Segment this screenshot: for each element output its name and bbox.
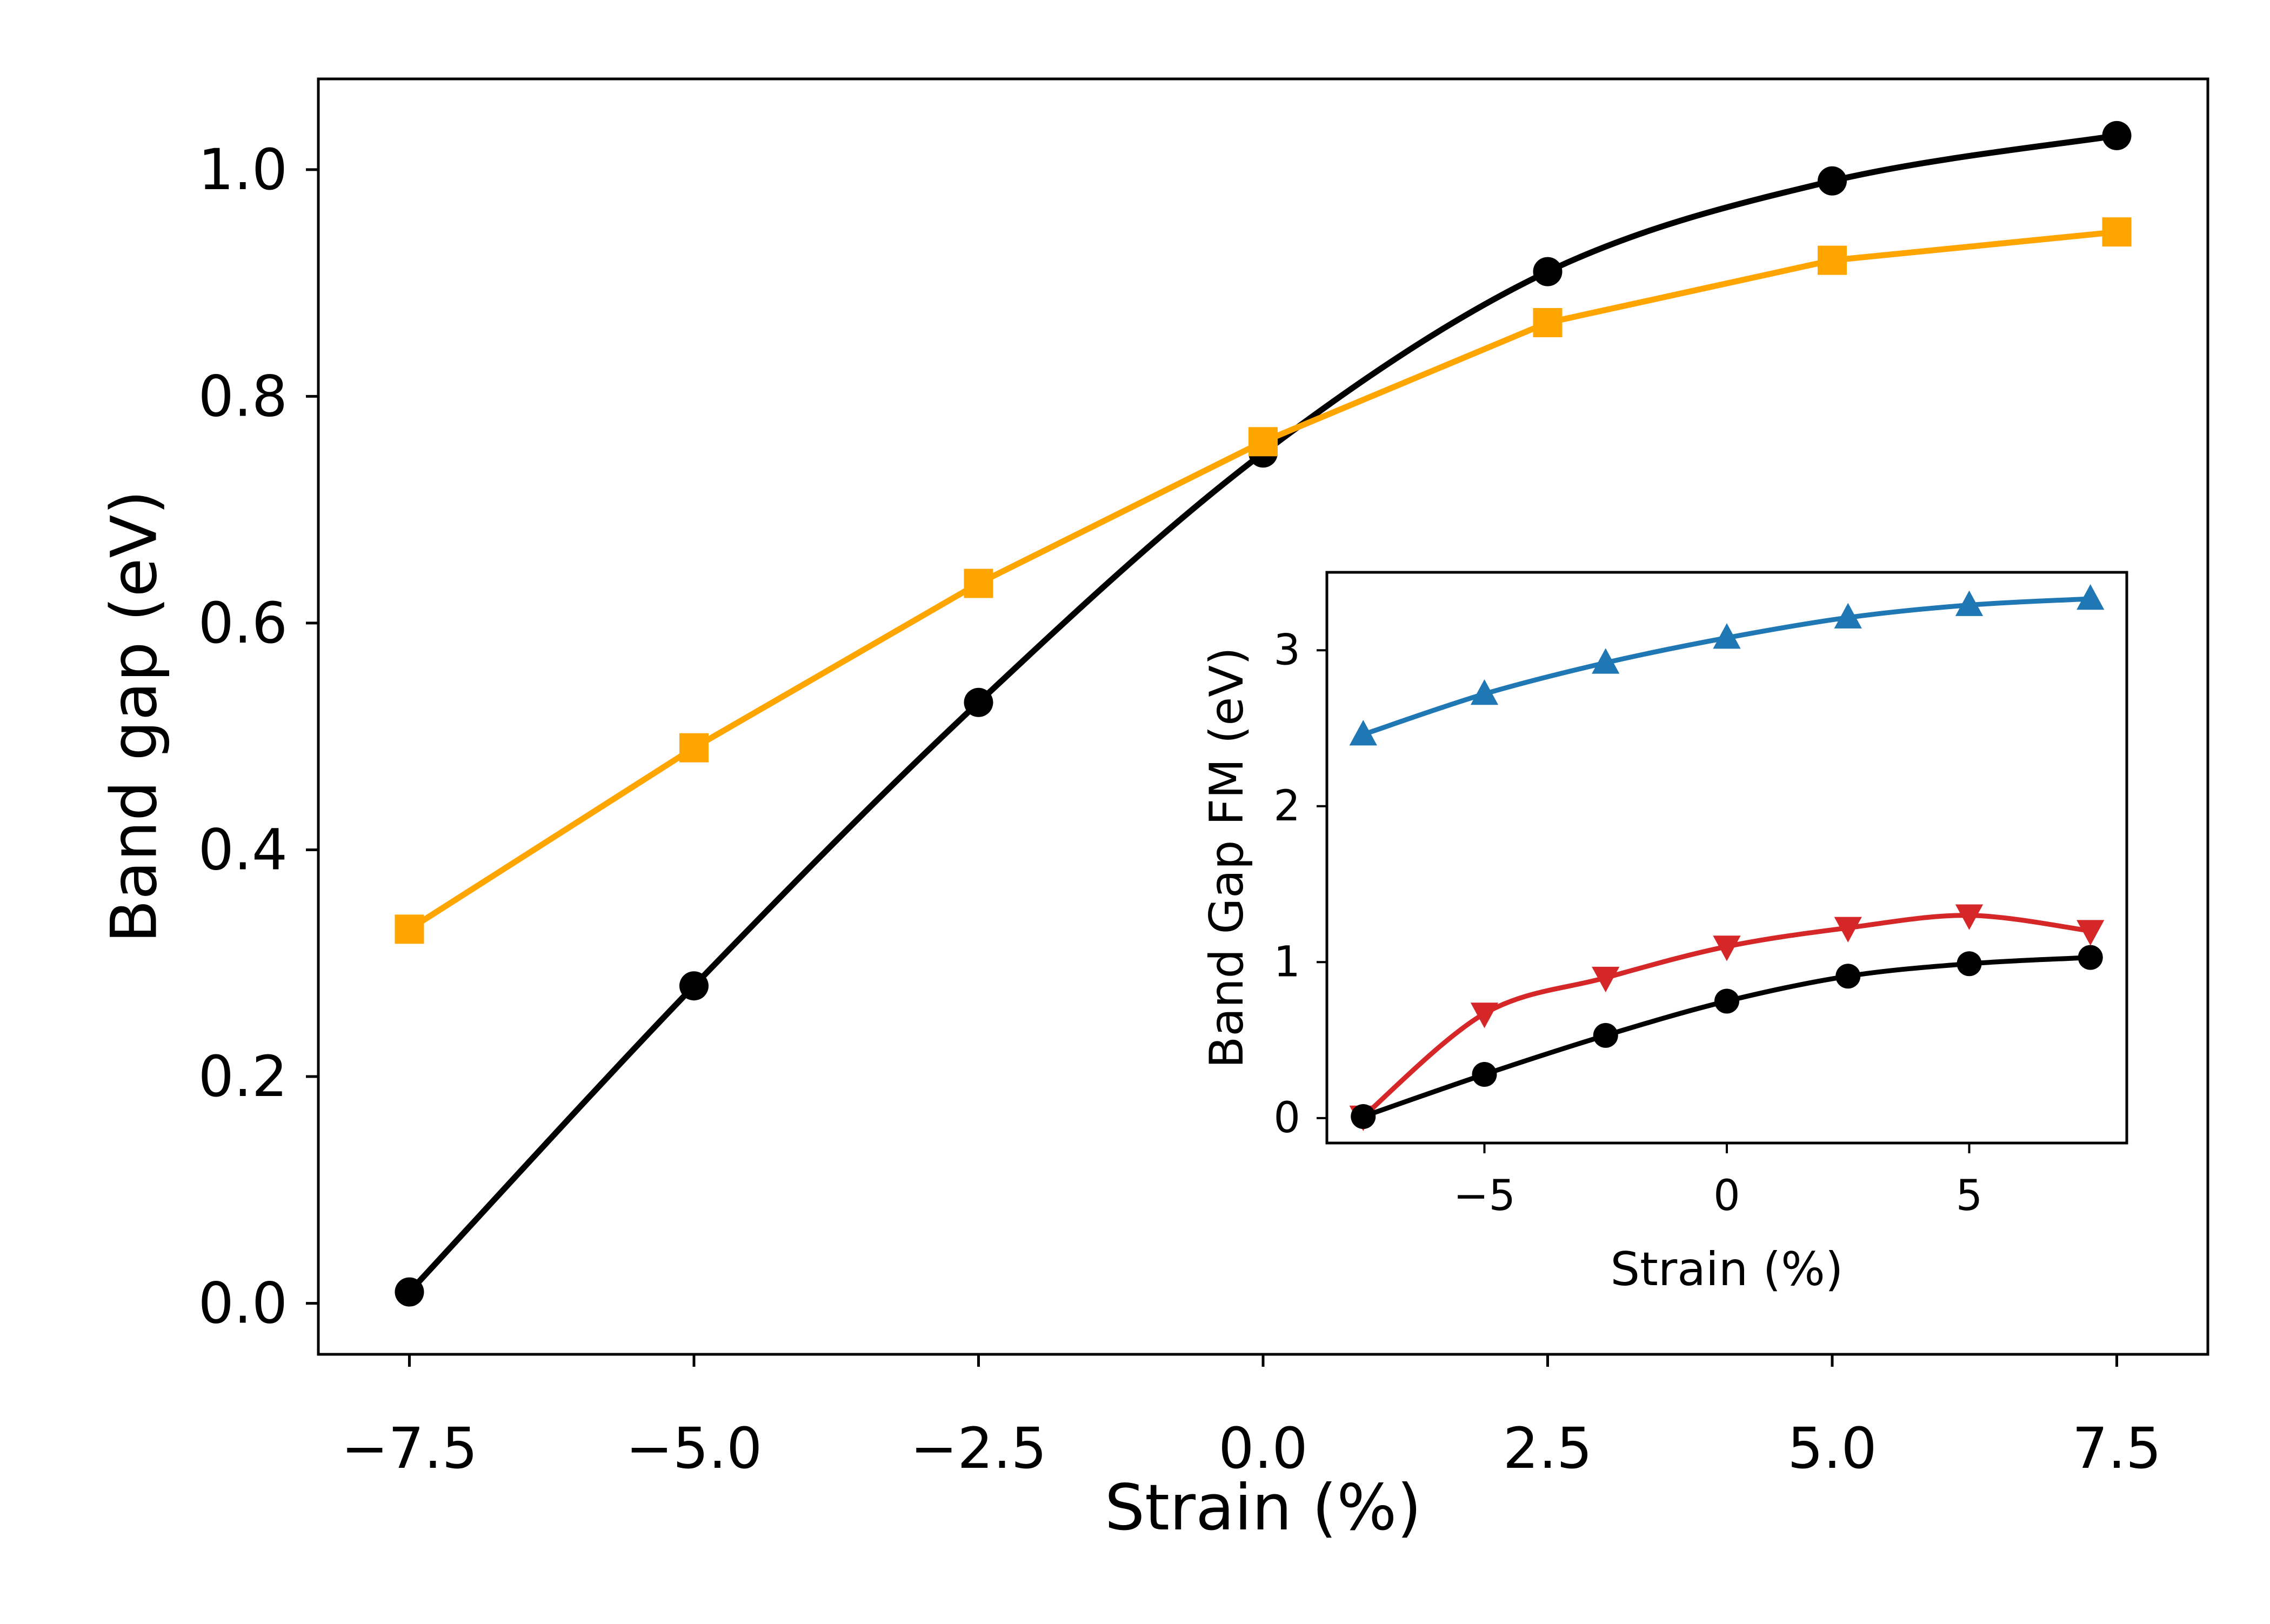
main-data-point (1533, 257, 1563, 286)
main-data-point (2102, 217, 2132, 247)
main-data-point (679, 733, 709, 763)
inset-x-axis-label: Strain (%) (1611, 1242, 1844, 1296)
main-y-tick-label: 0.6 (198, 590, 288, 656)
inset-y-axis-label: Band Gap FM (eV) (1200, 647, 1254, 1068)
inset-data-point (1592, 648, 1620, 674)
inset-plot-panel: −5 0 5 0 1 2 3 Strain (%) Band Gap FM (eV) (1200, 571, 2128, 1296)
inset-axes-background (1327, 572, 2127, 1143)
inset-series-circle (1351, 945, 2103, 1129)
inset-data-point (1351, 1104, 1376, 1129)
inset-x-tick-label: 5 (1956, 1172, 1983, 1220)
main-y-tick-label: 0.4 (198, 817, 288, 883)
main-data-point (2102, 121, 2132, 150)
inset-data-point (1957, 951, 1982, 977)
inset-data-point (1714, 988, 1739, 1014)
main-x-tick-label: 0.0 (1218, 1415, 1307, 1481)
main-data-point (395, 914, 424, 944)
inset-data-point (1593, 1022, 1618, 1048)
main-y-tick-label: 0.8 (198, 363, 288, 429)
inset-data-point (1349, 720, 1377, 746)
inset-data-point (2077, 584, 2105, 610)
inset-series-triangle-up (1349, 584, 2105, 746)
inset-data-point (1955, 904, 1984, 930)
main-data-point (679, 971, 709, 1001)
inset-data-point (1592, 966, 1620, 993)
main-x-tick-label: 5.0 (1787, 1415, 1877, 1481)
main-x-axis-label: Strain (%) (1105, 1471, 1421, 1545)
main-data-point (1533, 308, 1563, 338)
inset-data-point (1713, 935, 1741, 961)
main-y-tick-label: 1.0 (198, 137, 288, 203)
inset-x-tick-label: 0 (1713, 1172, 1740, 1220)
inset-data-point (1470, 679, 1499, 705)
main-x-tick-label: 2.5 (1503, 1415, 1592, 1481)
main-series-square (395, 217, 2132, 944)
inset-data-point (1955, 590, 1984, 616)
inset-data-point (2077, 920, 2105, 946)
inset-y-tick-label: 0 (1273, 1094, 1300, 1142)
main-data-point (1818, 166, 1847, 196)
inset-x-tick-label: −5 (1453, 1172, 1515, 1220)
inset-data-point (1835, 964, 1861, 989)
inset-data-point (1834, 917, 1862, 943)
inset-data-point (1713, 623, 1741, 649)
main-y-tick-label: 0.2 (198, 1044, 288, 1110)
inset-y-tick-label: 2 (1273, 782, 1300, 831)
inset-data-point (1472, 1062, 1497, 1087)
main-axes-frame (317, 77, 2209, 1356)
main-data-point (1818, 245, 1847, 275)
main-x-tick-label: 7.5 (2072, 1415, 2161, 1481)
inset-y-tick-label: 3 (1273, 626, 1300, 674)
inset-axes-frame (1325, 571, 2128, 1145)
main-y-axis-label: Band gap (eV) (97, 490, 171, 943)
main-data-point (964, 569, 993, 598)
main-x-tick-label: −7.5 (341, 1415, 478, 1481)
main-x-tick-label: −5.0 (626, 1415, 763, 1481)
inset-data-point (2078, 945, 2103, 970)
main-data-point (395, 1277, 424, 1307)
inset-data-point (1834, 603, 1862, 629)
main-y-tick-label: 0.0 (198, 1271, 288, 1336)
main-data-point (1248, 427, 1278, 457)
inset-data-point (1470, 1003, 1499, 1028)
main-data-point (964, 687, 993, 717)
inset-y-tick-label: 1 (1273, 938, 1300, 986)
main-x-tick-label: −2.5 (910, 1415, 1047, 1481)
